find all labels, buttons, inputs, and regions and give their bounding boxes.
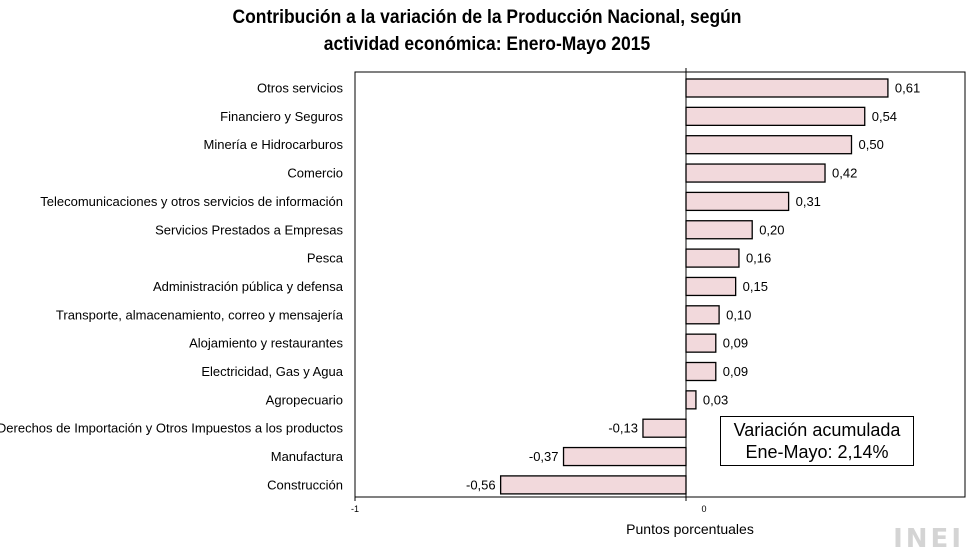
bar (685, 191, 790, 212)
category-label: Construcción (267, 477, 343, 492)
value-label: 0,09 (723, 364, 748, 379)
x-axis-label: Puntos porcentuales (626, 521, 754, 537)
bar (499, 475, 687, 495)
value-label: 0,31 (796, 194, 821, 209)
x-tick-label: 0 (701, 504, 706, 514)
inei-logo: INEI (893, 524, 964, 554)
cumulative-variation-line1: Variación acumulada (733, 420, 901, 440)
value-label: 0,61 (895, 81, 920, 96)
chart-title: Contribución a la variación de la Produc… (0, 4, 974, 58)
value-label: -0,37 (529, 449, 559, 464)
bar (685, 276, 737, 297)
category-label: Financiero y Seguros (220, 109, 343, 124)
value-label: 0,09 (723, 336, 748, 351)
chart-title-line2: actividad económica: Enero-Mayo 2015 (323, 34, 651, 55)
bar (685, 333, 717, 353)
bar (685, 305, 720, 325)
value-label: 0,50 (859, 137, 884, 152)
bar (685, 390, 697, 410)
cumulative-variation-box: Variación acumulada Ene-Mayo: 2,14% (720, 416, 914, 466)
category-label: Telecomunicaciones y otros servicios de … (40, 194, 343, 209)
x-tick-label: -1 (351, 504, 359, 514)
bar (685, 220, 753, 240)
category-label: Derechos de Importación y Otros Impuesto… (0, 421, 343, 436)
value-label: -0,13 (608, 421, 638, 436)
value-label: 0,16 (746, 251, 771, 266)
category-label: Administración pública y defensa (153, 279, 344, 294)
category-label: Alojamiento y restaurantes (189, 336, 343, 351)
category-label: Servicios Prestados a Empresas (155, 222, 343, 237)
bar (685, 106, 866, 126)
bar (685, 78, 889, 98)
bar (685, 248, 740, 268)
value-label: 0,03 (703, 392, 728, 407)
bar (562, 446, 687, 467)
chart-title-line1: Contribución a la variación de la Produc… (232, 7, 742, 28)
category-label: Pesca (307, 251, 344, 266)
category-label: Otros servicios (257, 81, 343, 96)
value-label: -0,56 (466, 477, 496, 492)
value-label: 0,20 (759, 222, 784, 237)
bar (685, 135, 853, 155)
category-label: Transporte, almacenamiento, correo y men… (56, 307, 344, 322)
category-label: Agropecuario (266, 392, 343, 407)
plot-frame (354, 71, 966, 498)
value-label: 0,54 (872, 109, 897, 124)
bar (642, 418, 687, 438)
value-label: 0,15 (743, 279, 768, 294)
category-label: Comercio (287, 166, 343, 181)
value-label: 0,10 (726, 307, 751, 322)
bar (685, 163, 826, 183)
value-label: 0,42 (832, 166, 857, 181)
category-label: Manufactura (271, 449, 344, 464)
bar (685, 361, 717, 382)
cumulative-variation-line2: Ene-Mayo: 2,14% (745, 442, 889, 462)
category-label: Minería e Hidrocarburos (204, 137, 344, 152)
category-label: Electricidad, Gas y Agua (201, 364, 343, 379)
